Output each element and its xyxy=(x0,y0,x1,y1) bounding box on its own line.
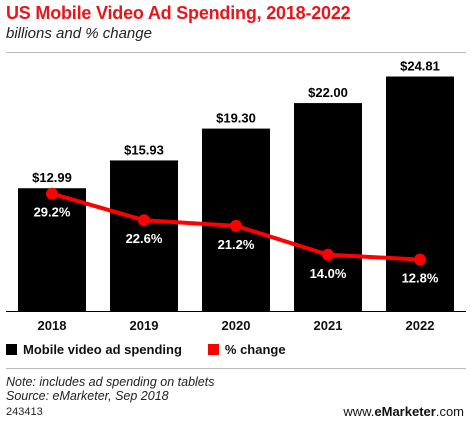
legend-item-spending: Mobile video ad spending xyxy=(6,342,182,357)
legend-item-change: % change xyxy=(207,342,286,357)
change-point-2019 xyxy=(138,214,150,227)
x-tick-label-2022: 2022 xyxy=(406,318,435,333)
brand-suffix: .com xyxy=(435,404,464,419)
chart-title: US Mobile Video Ad Spending, 2018-2022 xyxy=(6,3,351,23)
change-label-2022: 12.8% xyxy=(402,271,439,286)
brand-prefix: www. xyxy=(343,404,375,419)
change-point-2022 xyxy=(414,253,426,266)
change-label-2019: 22.6% xyxy=(126,231,163,246)
bar-2021 xyxy=(294,103,362,311)
bar-2019 xyxy=(110,160,178,311)
change-point-2018 xyxy=(46,187,58,200)
brand-e: e xyxy=(374,404,382,419)
change-point-2021 xyxy=(322,248,334,261)
x-tick-label-2019: 2019 xyxy=(130,318,159,333)
change-label-2018: 29.2% xyxy=(34,205,71,220)
bar-2020 xyxy=(202,128,270,311)
x-tick-label-2021: 2021 xyxy=(314,318,343,333)
change-label-2020: 21.2% xyxy=(218,237,255,252)
note-text: Note: includes ad spending on tablets xyxy=(6,375,215,389)
bar-2018 xyxy=(18,188,86,311)
bar-2022 xyxy=(386,76,454,311)
top-divider xyxy=(6,52,466,53)
source-text: Source: eMarketer, Sep 2018 xyxy=(6,389,169,403)
bar-value-label-2020: $19.30 xyxy=(216,111,256,126)
change-point-2020 xyxy=(230,219,242,232)
bar-value-label-2022: $24.81 xyxy=(400,59,440,74)
legend: Mobile video ad spending % change xyxy=(6,342,312,357)
chart-id: 243413 xyxy=(6,406,43,418)
bottom-divider xyxy=(6,368,466,369)
brand-name: Marketer xyxy=(381,404,436,419)
legend-label-change: % change xyxy=(224,342,286,357)
bar-value-label-2018: $12.99 xyxy=(32,170,72,185)
x-tick-label-2020: 2020 xyxy=(222,318,251,333)
change-label-2021: 14.0% xyxy=(310,266,347,281)
legend-label-spending: Mobile video ad spending xyxy=(23,342,182,357)
chart-subtitle: billions and % change xyxy=(6,25,152,42)
bar-value-label-2019: $15.93 xyxy=(124,142,164,157)
bar-line-chart: $12.99 2018 $15.93 2019 $19.30 2020 $22.00 2021… xyxy=(6,59,466,333)
legend-swatch-change xyxy=(207,344,219,355)
brand-link[interactable]: www.eMarketer.com xyxy=(343,404,464,419)
notes: Note: includes ad spending on tablets So… xyxy=(6,375,214,403)
x-tick-label-2018: 2018 xyxy=(38,318,67,333)
bar-value-label-2021: $22.00 xyxy=(308,85,348,100)
legend-swatch-spending xyxy=(6,344,17,355)
